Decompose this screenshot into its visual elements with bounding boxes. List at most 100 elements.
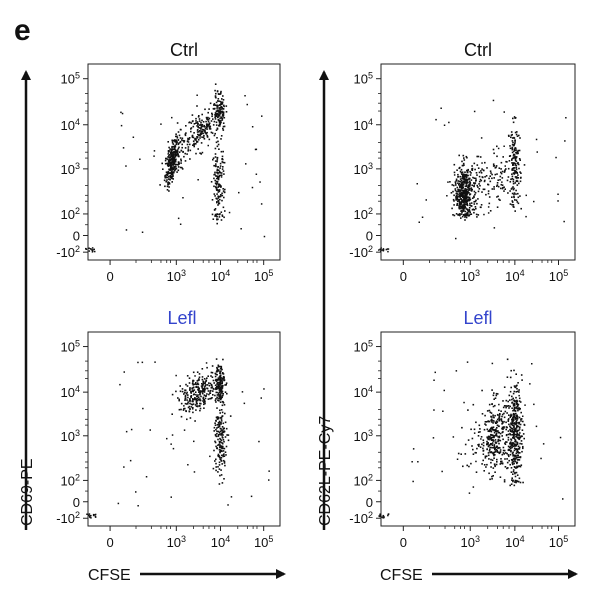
data-point [213,120,216,123]
data-point [492,467,495,469]
data-point [206,393,208,395]
data-point [193,145,195,148]
data-point [193,440,195,443]
data-point [184,134,187,137]
data-point [457,175,460,178]
data-point [502,156,504,158]
data-point [509,390,512,393]
data-point [209,390,211,392]
data-point [216,370,219,373]
data-point [501,426,504,429]
data-point [201,119,203,122]
data-point [509,399,511,401]
data-point [219,394,221,396]
data-point [174,156,177,158]
data-point [501,435,503,437]
data-point [212,107,215,110]
data-point [217,176,220,179]
data-point [513,449,516,452]
data-point [220,458,222,461]
data-point [515,448,518,450]
data-point [216,110,218,113]
data-point [517,454,519,457]
data-point [460,198,463,201]
data-point [506,358,509,361]
data-point [180,402,183,405]
data-point [221,215,224,217]
data-point [494,173,497,176]
data-point [464,443,467,446]
data-point [497,413,499,416]
data-point [491,362,494,365]
data-point [220,365,223,368]
data-point [225,111,228,113]
data-point [517,162,519,165]
data-point [182,197,184,199]
data-point [212,158,214,161]
data-point [219,167,221,169]
data-point [458,182,461,185]
data-point [215,175,217,177]
data-point [167,141,169,143]
data-point [220,370,222,372]
data-point [453,194,455,197]
data-point [219,195,222,198]
data-point [496,173,498,175]
data-point [164,162,167,165]
data-point [179,137,182,139]
data-point [517,448,519,450]
data-point [387,513,390,515]
data-point [461,194,463,197]
data-point [471,184,473,187]
data-point [220,379,222,382]
data-point [204,382,206,384]
data-point [493,463,496,465]
data-point [515,373,517,375]
data-point [472,197,474,199]
data-point [171,393,174,396]
data-point [212,157,215,159]
data-point [225,427,228,430]
data-point [469,211,471,214]
data-point [220,135,223,137]
data-point [182,409,185,411]
data-point [464,185,467,188]
data-point [456,204,459,206]
data-point [221,396,223,398]
data-point [177,147,180,150]
data-point [209,382,212,385]
data-point [518,158,521,160]
data-point [471,167,474,170]
data-point [488,472,490,475]
data-point [512,172,515,174]
data-point [516,184,519,186]
data-point [167,172,170,175]
data-point [458,184,460,186]
data-point [201,136,203,138]
data-point [215,114,218,116]
data-point [381,516,383,518]
data-point [480,438,482,440]
data-point [501,181,503,183]
data-point [457,180,459,182]
data-point [175,158,177,161]
data-point [512,436,515,438]
data-point [468,192,470,194]
data-point [213,449,215,452]
y-tick-label: 105 [354,339,373,355]
data-point [522,420,524,423]
data-point [514,475,517,478]
data-point [467,210,470,213]
data-point [222,104,225,107]
data-point [458,204,460,207]
data-point [182,151,184,153]
data-point [462,196,464,198]
data-point [455,198,458,201]
data-point [493,186,495,188]
data-point [499,439,502,442]
data-point [511,444,513,447]
data-point [217,416,220,419]
data-point [491,478,493,480]
data-point [507,436,510,439]
data-point [201,132,203,134]
